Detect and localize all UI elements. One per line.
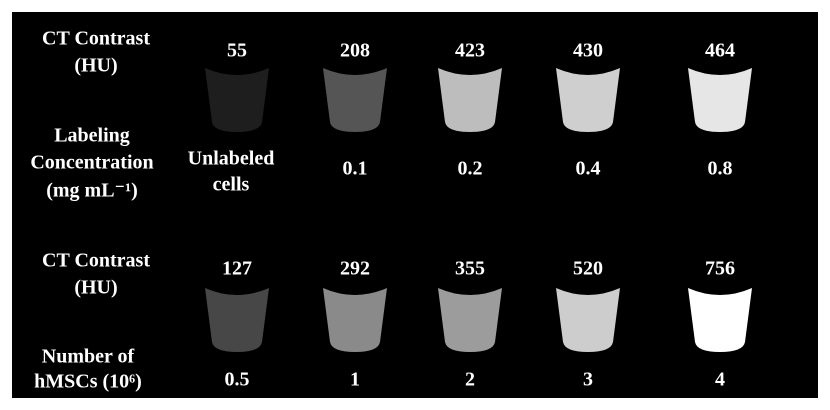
tube xyxy=(556,68,620,132)
tubes xyxy=(205,68,752,352)
contrast-value: 127 xyxy=(222,258,252,280)
row-label: Number of xyxy=(42,346,135,368)
row-label: CT Contrast xyxy=(42,250,150,272)
tube xyxy=(205,288,269,352)
concentration-value: cells xyxy=(213,174,250,196)
tube xyxy=(688,68,752,132)
contrast-value: 464 xyxy=(705,40,735,62)
row-label: (HU) xyxy=(74,55,117,77)
tube xyxy=(438,288,502,352)
row-label: Labeling xyxy=(54,125,130,147)
tube xyxy=(688,288,752,352)
background xyxy=(12,12,818,398)
cells-value: 1 xyxy=(350,369,360,391)
contrast-value: 208 xyxy=(340,40,370,62)
contrast-value: 292 xyxy=(340,258,370,280)
concentration-value: 0.1 xyxy=(343,158,368,180)
cells-value: 2 xyxy=(465,369,475,391)
tube xyxy=(438,68,502,132)
row-label: (mg mL⁻¹) xyxy=(46,180,138,202)
row-label: (HU) xyxy=(74,277,117,299)
contrast-value: 423 xyxy=(455,40,485,62)
tube xyxy=(205,68,269,132)
contrast-value: 520 xyxy=(573,258,603,280)
concentration-value: 0.2 xyxy=(458,158,483,180)
tube xyxy=(323,288,387,352)
row-label: CT Contrast xyxy=(42,28,150,50)
contrast-value: 355 xyxy=(455,258,485,280)
concentration-value: Unlabeled xyxy=(188,148,275,170)
tube xyxy=(323,68,387,132)
cells-value: 0.5 xyxy=(225,369,250,391)
concentration-value: 0.4 xyxy=(576,158,601,180)
cells-value: 3 xyxy=(583,369,593,391)
row-label: hMSCs (10⁶) xyxy=(34,371,142,393)
cells-value: 4 xyxy=(715,369,725,391)
labels: CT Contrast (HU) Labeling Concentration (mg … xyxy=(30,28,735,393)
contrast-value: 55 xyxy=(227,40,247,62)
concentration-value: 0.8 xyxy=(708,158,733,180)
contrast-value: 756 xyxy=(705,258,735,280)
row-label: Concentration xyxy=(30,152,153,174)
tube xyxy=(556,288,620,352)
contrast-value: 430 xyxy=(573,40,603,62)
